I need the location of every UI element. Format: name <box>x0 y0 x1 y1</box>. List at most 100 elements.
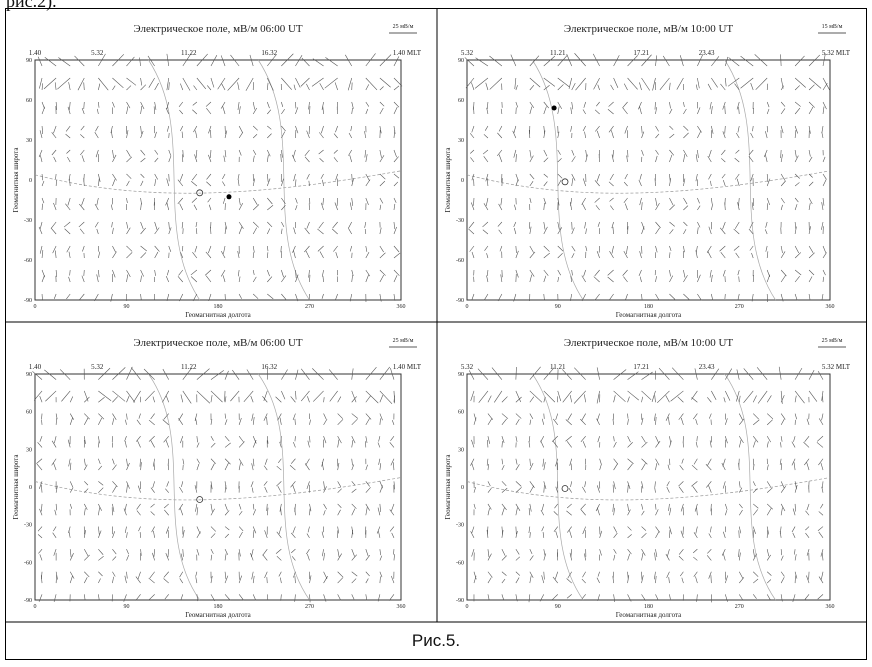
field-arrow <box>365 555 371 561</box>
field-arrow <box>126 197 128 204</box>
field-arrow <box>351 554 357 561</box>
field-arrow <box>112 556 117 561</box>
field-arrow <box>655 530 660 538</box>
x-tick-label: 180 <box>644 304 653 310</box>
field-arrow <box>557 77 570 88</box>
field-arrow <box>140 77 143 86</box>
field-arrow <box>766 579 772 584</box>
field-arrow <box>364 131 367 139</box>
field-arrow <box>765 245 768 252</box>
field-arrow <box>278 526 282 535</box>
field-arrow <box>464 57 475 67</box>
field-arrow <box>281 197 286 204</box>
field-arrow <box>695 441 698 448</box>
field-arrow <box>612 226 614 235</box>
field-arrow <box>655 594 659 601</box>
field-arrow <box>566 510 572 516</box>
field-arrow <box>306 173 310 180</box>
field-arrow <box>655 416 657 425</box>
field-arrow <box>639 197 642 206</box>
field-arrow <box>529 173 535 180</box>
field-arrow <box>752 464 755 471</box>
field-arrow <box>543 293 545 300</box>
field-arrow <box>281 125 286 132</box>
field-arrow <box>393 269 400 276</box>
field-arrow <box>623 250 628 259</box>
field-arrow <box>528 436 531 442</box>
field-arrow <box>707 250 712 259</box>
field-arrow <box>752 197 755 206</box>
field-arrow <box>59 369 71 380</box>
field-arrow <box>351 594 355 600</box>
field-arrow <box>597 594 600 601</box>
field-arrow <box>182 530 185 538</box>
field-arrow <box>766 487 773 493</box>
field-arrow <box>711 125 714 134</box>
field-arrow <box>667 549 670 557</box>
field-arrow <box>543 106 547 115</box>
field-arrow <box>168 82 170 91</box>
y-tick-label: -60 <box>456 258 464 264</box>
field-arrow <box>252 269 255 276</box>
field-arrow <box>33 390 43 401</box>
field-arrow <box>557 149 561 155</box>
field-arrow <box>567 526 572 533</box>
field-arrow <box>529 462 534 471</box>
field-arrow <box>153 462 155 471</box>
field-arrow <box>780 180 786 187</box>
x-tick-label: 270 <box>305 304 314 310</box>
field-arrow <box>266 507 269 516</box>
field-arrow <box>655 149 659 155</box>
field-arrow <box>658 367 670 380</box>
field-arrow <box>487 395 492 403</box>
field-arrow <box>243 390 254 402</box>
field-arrow <box>154 221 158 230</box>
field-arrow <box>168 221 170 230</box>
field-arrow <box>124 503 127 512</box>
x-tick-label: 90 <box>555 604 561 610</box>
field-arrow <box>196 594 199 602</box>
field-arrow <box>318 149 324 155</box>
field-arrow <box>691 397 698 403</box>
field-arrow <box>196 463 200 471</box>
field-arrow <box>552 576 558 584</box>
field-arrow <box>252 227 258 235</box>
field-arrow <box>794 204 798 211</box>
field-arrow <box>237 82 240 91</box>
field-arrow <box>193 204 198 211</box>
field-arrow <box>499 245 503 252</box>
field-arrow <box>553 526 558 532</box>
field-arrow <box>379 107 384 115</box>
field-arrow <box>808 149 811 157</box>
field-arrow <box>126 571 128 579</box>
field-arrow <box>566 53 572 67</box>
field-arrow <box>655 133 660 139</box>
field-arrow <box>565 435 572 442</box>
field-arrow <box>124 441 127 448</box>
field-arrow <box>304 463 310 471</box>
field-arrow <box>794 149 797 158</box>
field-arrow <box>794 395 797 403</box>
field-arrow <box>323 418 328 426</box>
equator-curve <box>34 170 402 194</box>
field-arrow <box>515 577 520 584</box>
field-arrow <box>780 293 784 302</box>
field-arrow <box>206 173 212 180</box>
y-axis-label: Геомагнитная широта <box>444 147 452 213</box>
field-arrow <box>697 54 703 67</box>
field-arrow <box>39 396 43 403</box>
field-arrow <box>210 549 214 554</box>
field-arrow <box>290 481 296 488</box>
field-arrow <box>295 197 298 204</box>
field-arrow <box>557 253 563 259</box>
field-arrow <box>557 390 562 402</box>
field-arrow <box>483 203 489 211</box>
field-arrow <box>379 571 383 578</box>
field-arrow <box>473 571 477 580</box>
field-arrow <box>515 419 520 426</box>
field-arrow <box>292 149 296 158</box>
field-arrow <box>708 149 712 158</box>
field-arrow <box>137 485 141 493</box>
field-arrow <box>529 269 535 277</box>
field-arrow <box>793 462 796 471</box>
